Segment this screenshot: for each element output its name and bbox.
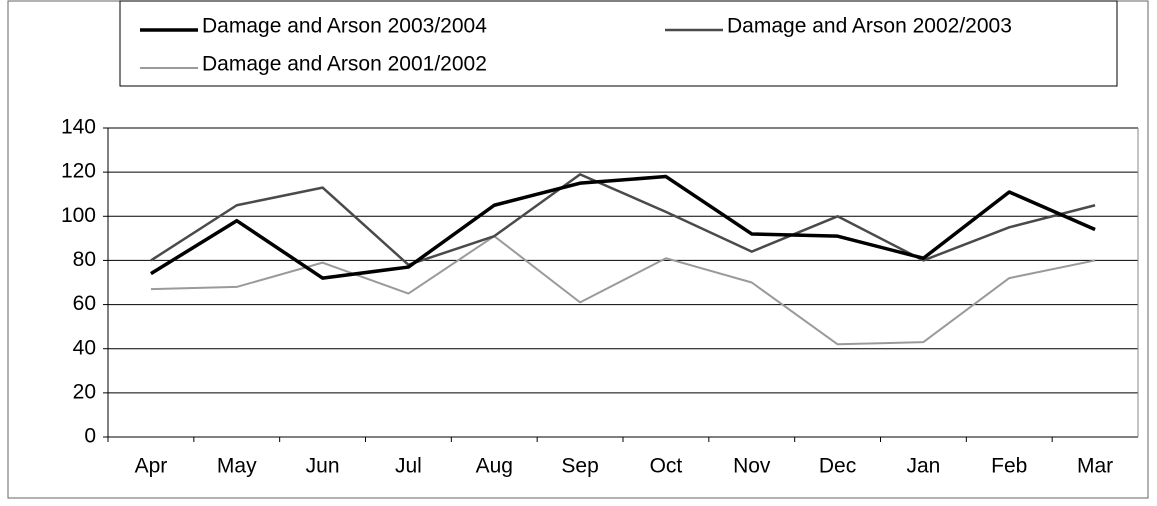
y-tick-label: 60 xyxy=(73,292,96,315)
series-line xyxy=(150,173,1096,267)
y-tick-label: 100 xyxy=(61,204,96,227)
y-tick-label: 140 xyxy=(61,116,96,139)
legend-label: Damage and Arson 2001/2002 xyxy=(202,53,487,76)
x-tick-label: Apr xyxy=(135,455,168,478)
x-tick-label: Mar xyxy=(1077,455,1113,478)
x-tick-label: Jun xyxy=(306,455,340,478)
x-tick-label: May xyxy=(217,455,257,478)
legend-label: Damage and Arson 2003/2004 xyxy=(202,15,487,38)
legend-box xyxy=(119,0,1118,87)
x-tick-label: Oct xyxy=(650,455,683,478)
x-tick-label: Sep xyxy=(561,455,598,478)
y-tick-label: 0 xyxy=(84,425,96,448)
x-tick-label: Feb xyxy=(991,455,1027,478)
series-line xyxy=(149,174,1096,280)
series-line xyxy=(150,235,1096,346)
y-tick-label: 80 xyxy=(73,248,96,271)
x-tick-label: Aug xyxy=(476,455,513,478)
legend-label: Damage and Arson 2002/2003 xyxy=(727,15,1012,38)
x-tick-label: Jan xyxy=(906,455,940,478)
x-tick-label: Jul xyxy=(395,455,422,478)
y-tick-label: 20 xyxy=(73,380,96,403)
x-tick-label: Nov xyxy=(733,455,771,478)
x-tick-label: Dec xyxy=(819,455,856,478)
y-tick-label: 40 xyxy=(73,336,96,359)
y-tick-label: 120 xyxy=(61,160,96,183)
